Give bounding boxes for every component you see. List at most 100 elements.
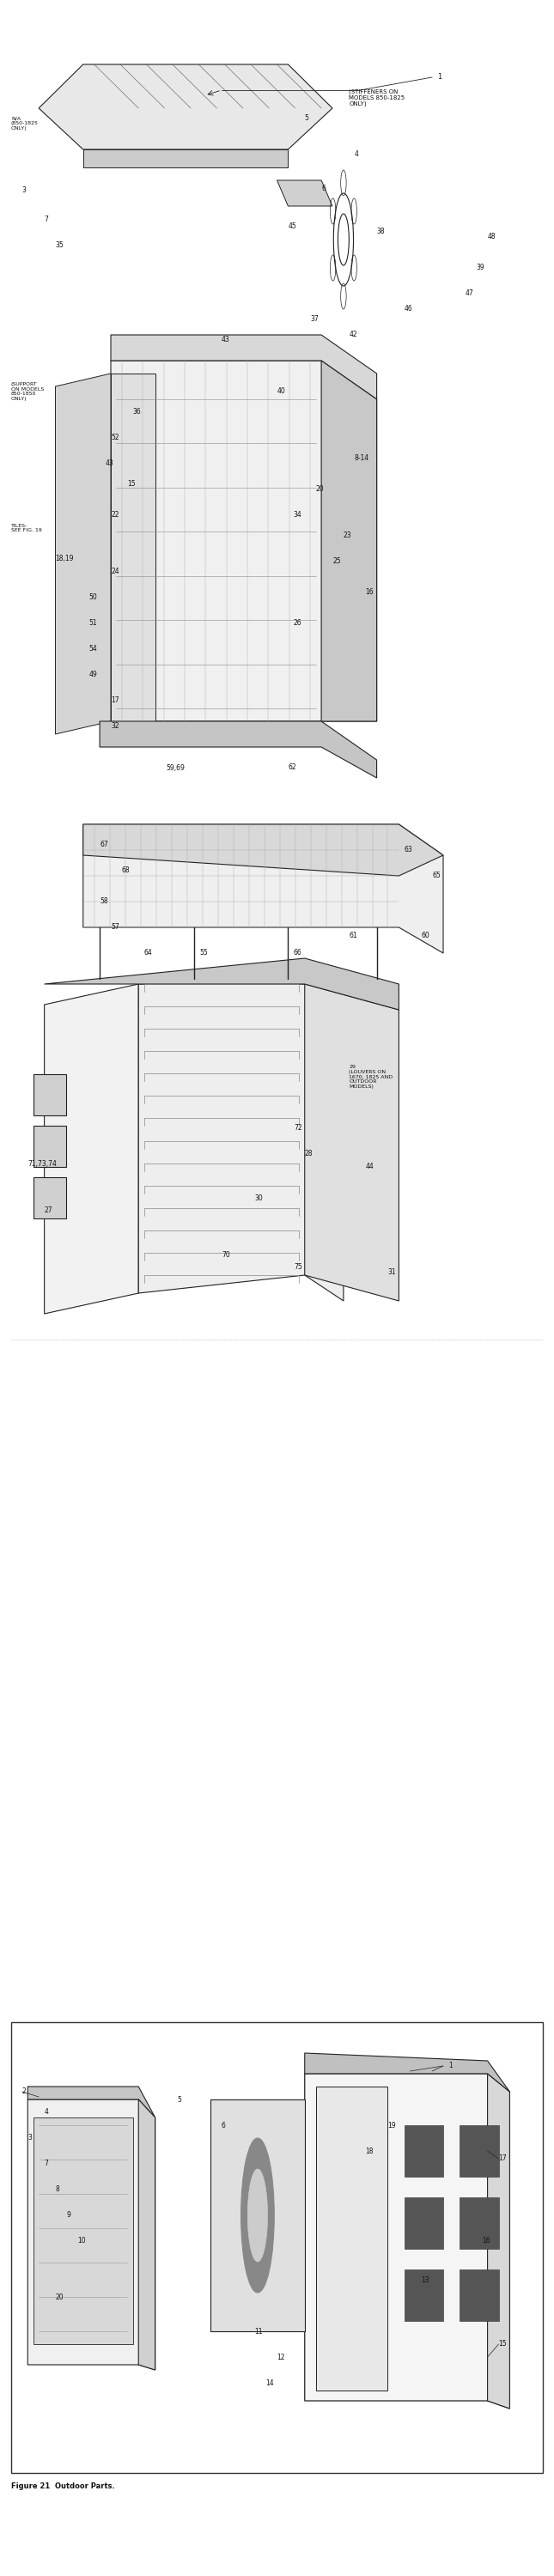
Polygon shape — [83, 149, 288, 167]
Text: 70: 70 — [222, 1252, 230, 1260]
Text: 51: 51 — [89, 621, 97, 629]
Text: 40: 40 — [277, 389, 285, 397]
Text: 39: 39 — [476, 265, 485, 273]
Text: 23: 23 — [343, 533, 352, 541]
Text: 8: 8 — [55, 2184, 59, 2195]
Text: 36: 36 — [133, 407, 141, 415]
Polygon shape — [33, 2117, 133, 2344]
Text: 34: 34 — [294, 510, 302, 520]
Bar — [404, 2125, 443, 2177]
Text: 43: 43 — [222, 337, 230, 345]
Text: 24: 24 — [111, 569, 119, 577]
Text: 6: 6 — [222, 2123, 226, 2128]
Text: 4: 4 — [44, 2107, 49, 2117]
Polygon shape — [28, 2099, 155, 2370]
Text: 52: 52 — [111, 433, 119, 443]
Text: 18: 18 — [366, 2148, 374, 2154]
Text: TILES-
SEE FIG. 19: TILES- SEE FIG. 19 — [11, 523, 42, 533]
Text: 37: 37 — [310, 317, 319, 325]
Text: 7: 7 — [44, 216, 49, 224]
Text: 1: 1 — [449, 2061, 453, 2071]
Text: Figure 21  Outdoor Parts.: Figure 21 Outdoor Parts. — [11, 2483, 115, 2488]
Text: 5: 5 — [305, 113, 309, 121]
Polygon shape — [277, 180, 332, 206]
Text: 57: 57 — [111, 925, 119, 933]
Text: 72: 72 — [294, 1123, 302, 1131]
Bar — [460, 2197, 499, 2249]
Text: 27: 27 — [44, 1206, 53, 1216]
Text: 16: 16 — [482, 2236, 490, 2244]
Polygon shape — [316, 2087, 388, 2391]
Text: 46: 46 — [404, 307, 413, 314]
Polygon shape — [83, 824, 443, 876]
Polygon shape — [111, 374, 155, 721]
Polygon shape — [83, 824, 443, 953]
Polygon shape — [211, 2099, 305, 2331]
Text: 50: 50 — [89, 595, 97, 603]
Text: 48: 48 — [488, 234, 496, 242]
Text: 4: 4 — [355, 149, 359, 160]
Text: 47: 47 — [465, 291, 474, 299]
Bar — [404, 2269, 443, 2321]
Text: 20: 20 — [316, 484, 324, 495]
Text: 7: 7 — [44, 2159, 49, 2169]
Polygon shape — [44, 984, 138, 1314]
Bar — [33, 1126, 66, 1167]
Text: 11: 11 — [255, 2329, 263, 2334]
Text: 49: 49 — [89, 672, 97, 680]
Text: 54: 54 — [89, 647, 97, 654]
Polygon shape — [305, 2074, 510, 2409]
Circle shape — [248, 2169, 268, 2262]
Polygon shape — [305, 2053, 510, 2092]
Polygon shape — [28, 2087, 155, 2117]
Text: 13: 13 — [421, 2277, 429, 2285]
Text: 22: 22 — [111, 510, 119, 520]
Text: 55: 55 — [199, 951, 208, 958]
Polygon shape — [138, 984, 343, 1301]
Bar — [33, 1074, 66, 1115]
Text: 8-14: 8-14 — [355, 453, 370, 464]
Text: 61: 61 — [349, 933, 357, 940]
Text: N/A
(850-1825
ONLY): N/A (850-1825 ONLY) — [11, 116, 38, 131]
Bar — [404, 2197, 443, 2249]
Text: 16: 16 — [366, 590, 374, 598]
Text: 5: 5 — [177, 2097, 182, 2102]
Text: 67: 67 — [100, 840, 108, 848]
Text: 30: 30 — [255, 1195, 263, 1200]
Text: 6: 6 — [321, 185, 326, 193]
Polygon shape — [44, 958, 399, 1010]
Polygon shape — [138, 2099, 155, 2370]
Text: 31: 31 — [388, 1270, 396, 1278]
Text: 26: 26 — [294, 621, 302, 629]
Text: (STIFFENERS ON
MODELS 850-1825
ONLY): (STIFFENERS ON MODELS 850-1825 ONLY) — [349, 90, 405, 106]
Text: 65: 65 — [432, 871, 440, 881]
Text: 2: 2 — [22, 2087, 26, 2097]
Text: 14: 14 — [266, 2380, 274, 2385]
Text: 42: 42 — [349, 332, 357, 340]
Text: 58: 58 — [100, 899, 108, 907]
Text: 44: 44 — [366, 1162, 374, 1170]
Text: 66: 66 — [294, 951, 302, 958]
Text: 17: 17 — [499, 2154, 507, 2164]
Text: 25: 25 — [332, 559, 341, 567]
Bar — [33, 1177, 66, 1218]
Text: 59,69: 59,69 — [166, 762, 185, 773]
Text: 75: 75 — [294, 1265, 302, 1273]
Text: 38: 38 — [377, 229, 385, 237]
Text: 9: 9 — [66, 2210, 71, 2218]
Text: 15: 15 — [127, 479, 136, 489]
Text: 71,73,74: 71,73,74 — [28, 1159, 57, 1167]
Text: 63: 63 — [404, 845, 413, 853]
Polygon shape — [305, 984, 399, 1301]
Polygon shape — [321, 361, 377, 721]
Text: 17: 17 — [111, 698, 119, 706]
Text: 43: 43 — [105, 459, 114, 469]
Polygon shape — [488, 2074, 510, 2409]
Text: 19: 19 — [388, 2123, 396, 2128]
Text: 62: 62 — [288, 762, 296, 773]
Text: 3: 3 — [28, 2133, 32, 2143]
Polygon shape — [39, 64, 332, 149]
Text: 68: 68 — [122, 866, 130, 876]
Bar — [460, 2269, 499, 2321]
Polygon shape — [111, 361, 377, 721]
